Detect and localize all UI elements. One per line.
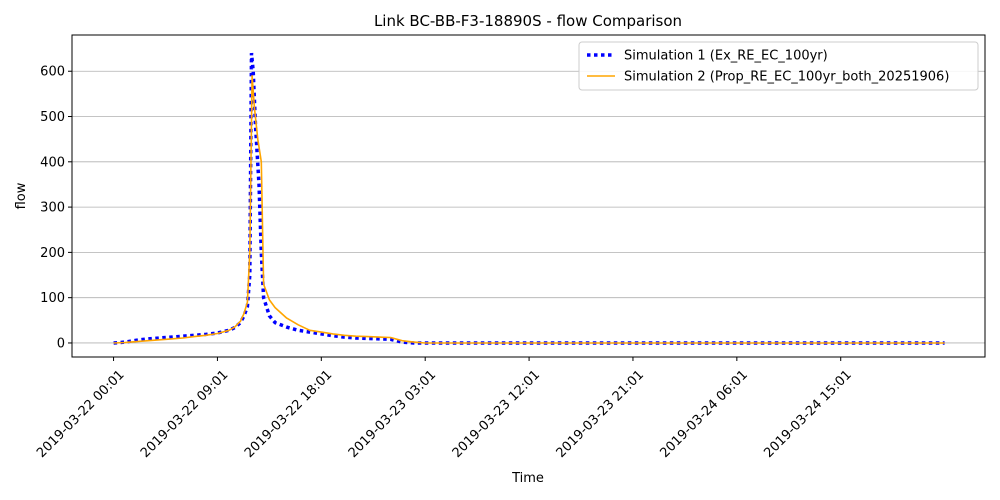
plot-frame	[71, 34, 986, 358]
x-tick-label: 2019-03-22 00:01	[34, 367, 127, 460]
y-tick-label: 600	[40, 65, 65, 80]
legend-label-2: Simulation 2 (Prop_RE_EC_100yr_both_2025…	[624, 70, 949, 85]
x-tick-label: 2019-03-24 06:01	[657, 367, 750, 460]
x-tick-label: 2019-03-22 18:01	[242, 367, 335, 460]
x-tick-label: 2019-03-22 09:01	[138, 367, 231, 460]
y-tick-label: 100	[40, 291, 65, 306]
y-tick-label: 300	[40, 201, 65, 216]
legend-label-1: Simulation 1 (Ex_RE_EC_100yr)	[624, 49, 828, 64]
series-layer	[113, 52, 945, 345]
x-axis-title: Time	[511, 471, 544, 486]
y-tick-label: 500	[40, 110, 65, 125]
y-tick-label: 0	[57, 336, 65, 351]
x-tick-label: 2019-03-24 15:01	[761, 367, 854, 460]
legend-box	[578, 41, 979, 91]
x-tick-label: 2019-03-23 12:01	[450, 367, 543, 460]
x-axis-ticks: 2019-03-22 00:01 2019-03-22 09:01 2019-03-…	[34, 357, 855, 461]
legend: Simulation 1 (Ex_RE_EC_100yr) Simulation …	[578, 41, 979, 91]
x-tick-label: 2019-03-23 03:01	[346, 367, 439, 460]
x-tick-label: 2019-03-23 21:01	[554, 367, 647, 460]
y-tick-label: 200	[40, 246, 65, 261]
y-gridlines	[72, 70, 985, 344]
y-axis-title: flow	[14, 182, 29, 209]
chart-title: Link BC-BB-F3-18890S - flow Comparison	[374, 12, 682, 30]
series-line-1	[113, 52, 945, 345]
y-tick-label: 400	[40, 155, 65, 170]
series-line-2	[113, 75, 945, 344]
y-axis-ticks: 0 100 200 300 400 500 600	[40, 65, 72, 351]
